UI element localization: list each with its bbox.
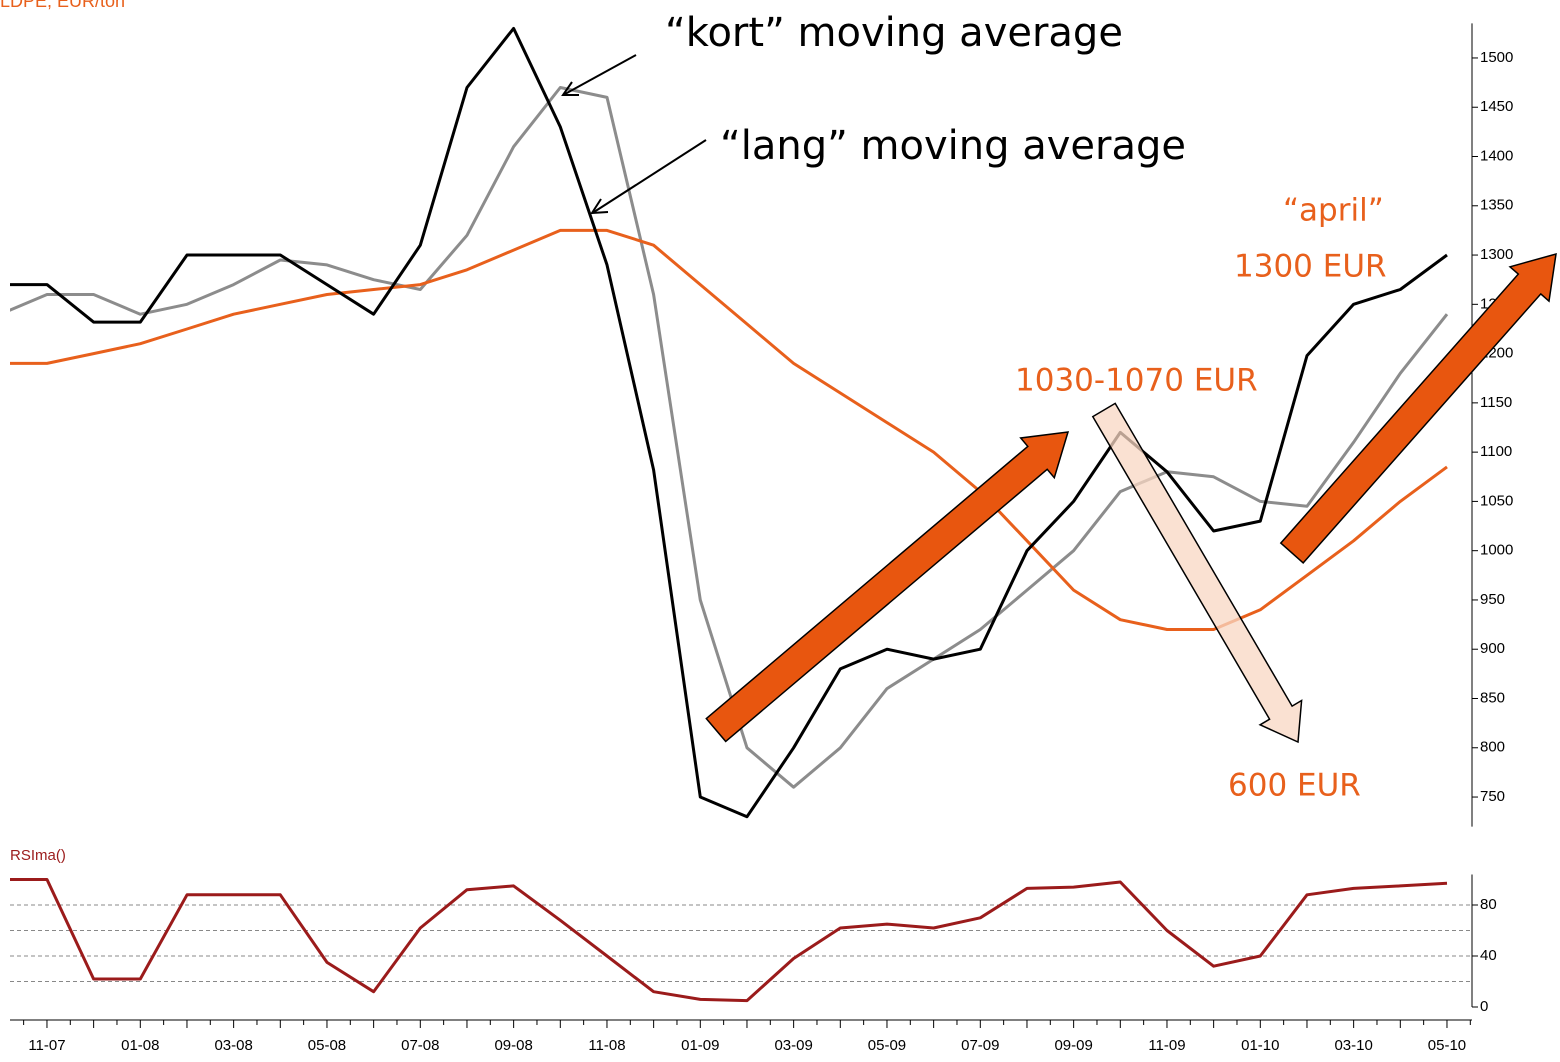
annotation: “kort” moving average: [665, 10, 1123, 56]
annotation: “lang” moving average: [720, 123, 1186, 169]
y-tick-label: 750: [1480, 788, 1505, 805]
y-tick-label: 1050: [1480, 492, 1513, 509]
series-line: [10, 26, 1448, 819]
x-tick-label: 03-09: [774, 1037, 812, 1054]
y-tick-label: 40: [1480, 947, 1497, 964]
y-tick-label: 950: [1480, 591, 1505, 608]
trend-arrow: [1279, 252, 1557, 564]
plot-layer: 7508008509009501000105011001150120012501…: [10, 23, 1513, 1054]
y-tick-label: 0: [1480, 998, 1488, 1015]
x-tick-label: 11-09: [1148, 1037, 1185, 1054]
annotation: “april”: [1283, 193, 1384, 229]
trend-arrow: [1091, 402, 1303, 744]
y-tick-label: 1450: [1480, 98, 1513, 115]
series-line: [10, 86, 1449, 789]
annotation: 1300 EUR: [1234, 249, 1387, 285]
x-tick-label: 01-08: [121, 1037, 159, 1054]
pointer-line: [593, 139, 707, 213]
series-line: [10, 878, 1448, 1003]
y-tick-label: 80: [1480, 896, 1497, 913]
y-tick-label: 1400: [1480, 147, 1513, 164]
trend-arrow: [705, 431, 1070, 743]
x-tick-label: 11-07: [28, 1037, 65, 1054]
x-tick-label: 01-10: [1241, 1037, 1279, 1054]
pointer-head: [561, 81, 579, 96]
series-group: [10, 878, 1448, 1003]
y-tick-label: 900: [1480, 640, 1505, 657]
x-tick-label: 05-09: [868, 1037, 906, 1054]
y-axis-title: LDPE, EUR/ton: [0, 0, 125, 11]
y-tick-label: 1350: [1480, 197, 1513, 214]
x-tick-label: 05-08: [308, 1037, 346, 1054]
y-tick-label: 1500: [1480, 49, 1513, 66]
annotation: 1030-1070 EUR: [1015, 363, 1258, 399]
x-tick-label: 03-08: [214, 1037, 252, 1054]
y-tick-label: 1150: [1480, 394, 1512, 411]
y-tick-label: 1100: [1480, 443, 1512, 460]
series-group: [10, 26, 1449, 819]
x-tick-label: 01-09: [681, 1037, 719, 1054]
x-tick-label: 09-08: [494, 1037, 532, 1054]
y-tick-label: 1000: [1480, 542, 1513, 559]
pointer-head: [590, 198, 609, 215]
panel-title: RSIma(): [10, 847, 66, 864]
y-tick-label: 850: [1480, 689, 1505, 706]
annotation: 600 EUR: [1228, 768, 1361, 804]
pointer-line: [564, 54, 637, 95]
x-tick-label: 07-08: [401, 1037, 439, 1054]
y-tick-label: 1300: [1480, 246, 1513, 263]
x-tick-label: 03-10: [1334, 1037, 1372, 1054]
x-tick-label: 07-09: [961, 1037, 999, 1054]
x-tick-label: 05-10: [1428, 1037, 1466, 1054]
series-line: [10, 228, 1448, 631]
y-tick-label: 800: [1480, 739, 1505, 756]
x-tick-label: 11-08: [588, 1037, 625, 1054]
x-tick-label: 09-09: [1054, 1037, 1092, 1054]
